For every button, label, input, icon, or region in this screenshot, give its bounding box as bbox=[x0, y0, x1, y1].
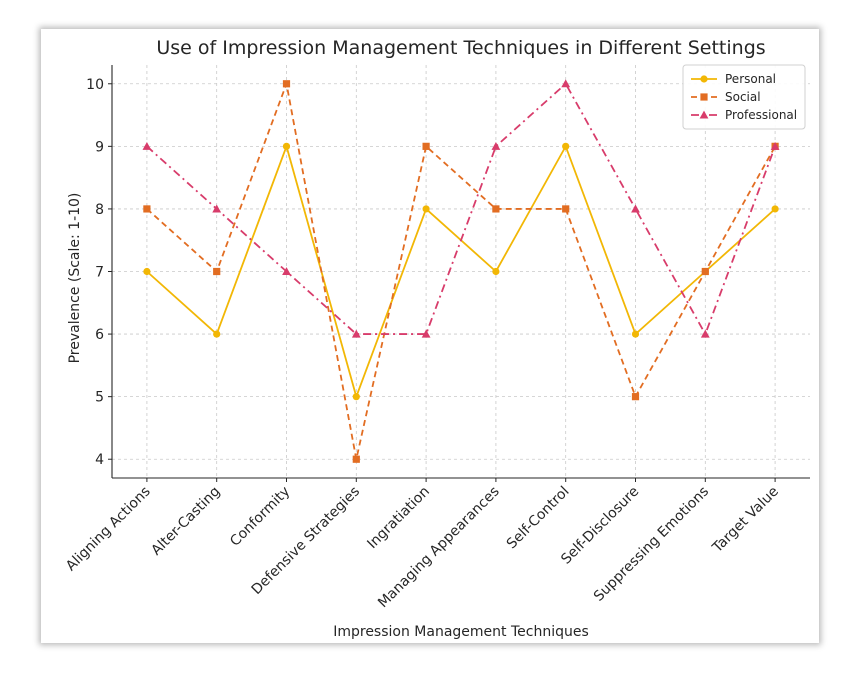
series-professional-point bbox=[421, 329, 431, 338]
legend-item-personal: Personal bbox=[691, 72, 776, 86]
legend: Personal Social Professional bbox=[682, 64, 806, 130]
y-tick-label: 8 bbox=[95, 202, 104, 218]
series-professional-line bbox=[146, 82, 776, 337]
series-personal-point bbox=[422, 205, 430, 213]
series-personal-point bbox=[631, 330, 640, 338]
series-professional-point bbox=[212, 204, 222, 213]
x-tick-label: Alter-Casting bbox=[148, 484, 223, 559]
series-group bbox=[142, 79, 780, 463]
series-personal-point bbox=[282, 142, 291, 150]
legend-marker-professional bbox=[699, 110, 709, 119]
legend-label-personal: Personal bbox=[725, 72, 776, 86]
series-professional-point bbox=[561, 79, 571, 88]
y-tick-label: 4 bbox=[95, 452, 104, 468]
series-social-point bbox=[631, 393, 640, 401]
y-tick-label: 7 bbox=[95, 265, 104, 281]
x-tick-label: Target Value bbox=[709, 484, 782, 557]
y-tick-label: 5 bbox=[95, 390, 104, 406]
legend-label-professional: Professional bbox=[725, 108, 797, 122]
series-social-point bbox=[422, 142, 430, 150]
legend-label-social: Social bbox=[725, 90, 761, 104]
series-professional-point bbox=[770, 141, 780, 150]
series-social-point bbox=[352, 455, 360, 463]
series-social-point bbox=[282, 80, 291, 88]
legend-box bbox=[682, 64, 806, 130]
series-professional-point bbox=[491, 141, 501, 150]
chart-frame: 4 5 6 7 8 9 10 Aligning Actions Alter-Casting Con… bbox=[41, 29, 819, 643]
series-personal-point bbox=[143, 267, 151, 276]
y-axis-label: Prevalence (Scale: 1-10) bbox=[67, 193, 83, 364]
x-tick-label: Self-Control bbox=[504, 484, 573, 553]
series-personal-point bbox=[352, 393, 360, 401]
x-tick-label: Suppressing Emotions bbox=[591, 484, 712, 605]
x-tick-label: Managing Appearances bbox=[375, 484, 503, 612]
x-tick-label: Ingratiation bbox=[364, 484, 433, 553]
y-tick-label: 6 bbox=[95, 327, 104, 343]
legend-item-social: Social bbox=[691, 90, 761, 104]
series-social-point bbox=[701, 267, 709, 276]
legend-marker-social bbox=[700, 93, 708, 101]
series-social bbox=[143, 80, 779, 463]
series-professional-point bbox=[142, 141, 152, 150]
chart-title: Use of Impression Management Techniques … bbox=[156, 37, 765, 59]
series-social-line bbox=[146, 80, 776, 460]
series-professional-point bbox=[700, 329, 710, 338]
x-tick-label: Aligning Actions bbox=[63, 484, 154, 575]
series-personal-point bbox=[562, 142, 570, 150]
series-social-point bbox=[492, 205, 500, 213]
y-tick-label: 9 bbox=[95, 139, 104, 155]
series-professional-point bbox=[351, 329, 361, 338]
series-professional bbox=[142, 79, 780, 338]
series-professional-point bbox=[631, 204, 640, 213]
y-tick-label: 10 bbox=[86, 77, 104, 93]
x-tick-label: Conformity bbox=[227, 484, 293, 550]
series-social-point bbox=[213, 267, 221, 276]
x-axis-label: Impression Management Techniques bbox=[333, 624, 589, 640]
legend-marker-personal bbox=[700, 75, 708, 83]
series-social-point bbox=[562, 205, 570, 213]
series-professional-point bbox=[282, 267, 291, 276]
series-personal-point bbox=[492, 267, 500, 276]
series-personal-point bbox=[213, 330, 221, 338]
series-personal-point bbox=[771, 205, 779, 213]
series-social-point bbox=[143, 205, 151, 213]
legend-item-professional: Professional bbox=[691, 108, 797, 122]
axes bbox=[108, 65, 810, 482]
